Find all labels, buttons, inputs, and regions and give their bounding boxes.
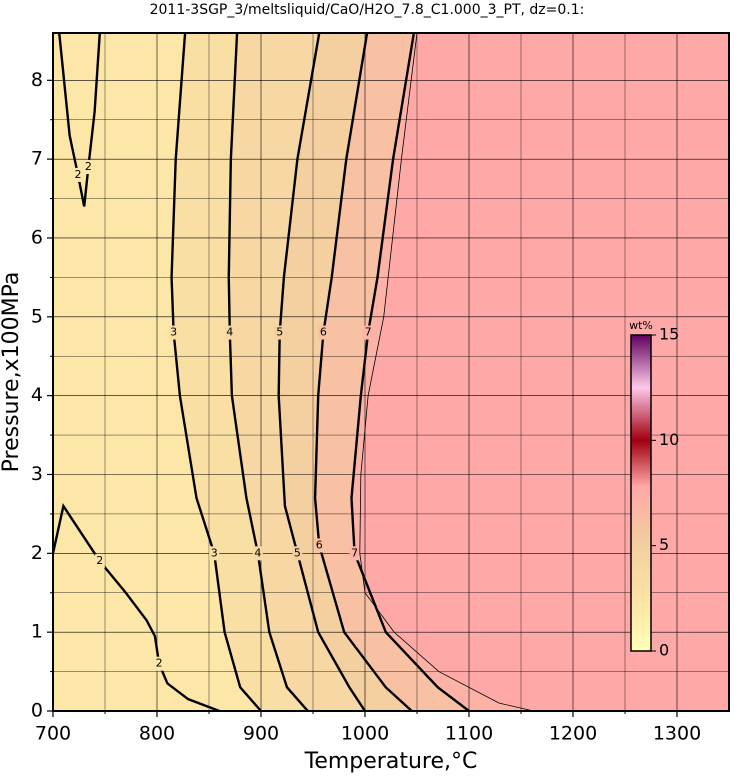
- contour-label: 3: [211, 546, 218, 559]
- contour-label-bg: [72, 167, 83, 182]
- colorbar-tick-label: 10: [659, 430, 679, 449]
- x-tick-label: 1000: [341, 723, 389, 745]
- x-tick-label: 900: [243, 723, 279, 745]
- contour-label: 5: [294, 546, 301, 559]
- y-tick-label: 4: [31, 384, 43, 406]
- contour-label: 6: [320, 326, 327, 339]
- contour-label: 5: [276, 326, 283, 339]
- contour-label: 6: [316, 538, 323, 551]
- contour-label: 2: [74, 168, 81, 181]
- contour-label-bg: [209, 546, 220, 561]
- contour-label: 2: [85, 160, 92, 173]
- y-tick-label: 3: [31, 463, 43, 485]
- plot-frame: [52, 32, 730, 712]
- contour-label: 4: [226, 326, 233, 339]
- contour-line: [58, 33, 101, 207]
- contour-line: [313, 33, 413, 711]
- y-tick-label: 7: [31, 148, 43, 170]
- contour-label: 3: [170, 326, 177, 339]
- y-tick-label: 8: [31, 69, 43, 91]
- x-tick-label: 1100: [445, 723, 493, 745]
- colorbar-tick-label: 5: [659, 535, 669, 554]
- contour-line: [53, 502, 220, 711]
- contour-line: [350, 33, 470, 711]
- y-tick-label: 5: [31, 305, 43, 327]
- contour-label-bg: [83, 160, 94, 175]
- contour-label-bg: [274, 325, 285, 340]
- contour-label-bg: [318, 325, 329, 340]
- x-tick-label: 700: [35, 723, 71, 745]
- contour-label: 7: [365, 326, 372, 339]
- contour-label-bg: [94, 554, 105, 569]
- contour-label-bg: [363, 325, 374, 340]
- contour-label: 7: [351, 546, 358, 559]
- x-tick-label: 800: [139, 723, 175, 745]
- colorbar: [630, 334, 652, 652]
- x-axis-label: Temperature,°C: [304, 749, 478, 774]
- contour-label-bg: [292, 546, 303, 561]
- contour-fill: [359, 33, 729, 711]
- contour-line: [359, 33, 534, 711]
- contour-label-bg: [224, 325, 235, 340]
- y-tick-label: 2: [31, 542, 43, 564]
- contour-line: [277, 33, 367, 711]
- colorbar-tick-label: 15: [659, 325, 679, 344]
- y-axis-label: Pressure,x100MPa: [0, 272, 24, 473]
- contour-label-bg: [168, 325, 179, 340]
- contour-label-bg: [252, 546, 263, 561]
- x-tick-label: 1300: [653, 723, 701, 745]
- y-tick-label: 0: [31, 700, 43, 722]
- contour-label-bg: [349, 546, 360, 561]
- contour-line: [170, 33, 262, 711]
- y-tick-label: 6: [31, 226, 43, 248]
- chart-title: 2011-3SGP_3/meltsliquid/CaO/H2O_7.8_C1.0…: [150, 2, 585, 18]
- contour-label-bg: [154, 656, 165, 671]
- overlay: 700 800 900 1000 1100 1200 1300 0 1 2 3 4 5 6 7 8 wt% 0 5 1…: [31, 32, 730, 745]
- contour-label: 2: [96, 554, 103, 567]
- colorbar-tick-label: 0: [659, 641, 669, 660]
- contour-label: 4: [254, 546, 261, 559]
- contour-label: 2: [156, 657, 163, 670]
- colorbar-label: wt%: [629, 319, 653, 332]
- x-tick-label: 1200: [549, 723, 597, 745]
- y-tick-label: 1: [31, 621, 43, 643]
- contour-line: [227, 33, 309, 711]
- contour-label-bg: [314, 538, 325, 553]
